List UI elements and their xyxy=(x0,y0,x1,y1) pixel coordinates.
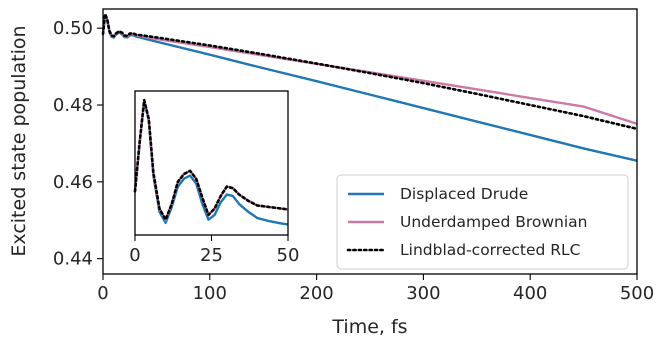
x-tick-label: 400 xyxy=(513,283,547,304)
main-y-ticks: 0.44 0.46 0.48 0.50 xyxy=(53,18,103,270)
inset-x-ticks: 0 25 50 xyxy=(129,235,299,266)
legend: Displaced Drude Underdamped Brownian Lin… xyxy=(336,174,629,270)
series-line-lindblad-corrected-rlc xyxy=(101,13,639,131)
inset-series-group xyxy=(133,98,290,226)
main-plot-frame xyxy=(102,8,638,275)
inset-x-tick-label: 0 xyxy=(129,245,140,266)
inset-series-line-2 xyxy=(133,98,290,221)
y-tick-label: 0.44 xyxy=(53,249,93,270)
y-tick-label: 0.46 xyxy=(53,172,93,193)
legend-label-underdamped-brownian: Underdamped Brownian xyxy=(400,213,588,231)
x-tick-label: 300 xyxy=(406,283,440,304)
legend-box xyxy=(336,174,629,270)
main-series-group xyxy=(101,13,639,162)
inset-x-tick-label: 25 xyxy=(200,245,223,266)
legend-label-displaced-drude: Displaced Drude xyxy=(400,185,528,203)
y-axis-label: Excited state population xyxy=(8,25,30,256)
x-tick-label: 0 xyxy=(97,283,108,304)
main-x-ticks: 0 100 200 300 400 500 xyxy=(97,274,654,304)
x-tick-label: 100 xyxy=(193,283,227,304)
inset-plot: 0 25 50 xyxy=(129,90,299,266)
x-axis-label: Time, fs xyxy=(331,316,407,338)
y-tick-label: 0.48 xyxy=(53,95,93,116)
y-tick-label: 0.50 xyxy=(53,18,93,39)
inset-x-tick-label: 50 xyxy=(277,245,300,266)
x-tick-label: 500 xyxy=(620,283,654,304)
legend-label-lindblad-rlc: Lindblad-corrected RLC xyxy=(400,241,580,259)
main-plot: 0 100 200 300 400 500 0.440.460.480.50 Time, … xyxy=(8,8,654,338)
x-tick-label: 200 xyxy=(299,283,333,304)
